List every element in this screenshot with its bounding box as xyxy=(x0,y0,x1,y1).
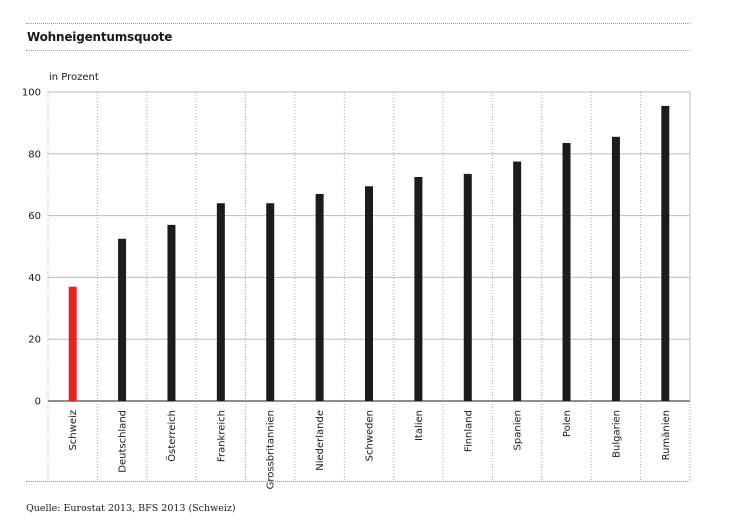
title-rule xyxy=(26,50,690,51)
category-label: Österreich xyxy=(165,410,178,462)
category-label: Deutschland xyxy=(118,410,129,473)
y-tick-label: 0 xyxy=(35,397,41,408)
bar-finnland xyxy=(463,173,472,401)
category-label: Spanien xyxy=(513,410,524,450)
chart-title: Wohneigentumsquote xyxy=(27,30,173,44)
bars-layer xyxy=(68,105,670,402)
bar-polen xyxy=(562,142,571,402)
grid-layer xyxy=(47,91,691,481)
bar-niederlande xyxy=(315,193,324,401)
category-label: Schweiz xyxy=(68,410,79,451)
category-label: Polen xyxy=(562,410,573,437)
bar-spanien xyxy=(513,161,522,401)
y-tick-label: 60 xyxy=(28,211,41,222)
bar-italien xyxy=(414,176,423,401)
y-tick-label: 20 xyxy=(28,335,41,346)
category-label: Italien xyxy=(414,410,425,441)
category-label: Bulgarien xyxy=(611,410,622,458)
bar-grossbritannien xyxy=(266,203,275,401)
bar-österreich xyxy=(167,224,176,401)
bar-deutschland xyxy=(118,238,127,401)
top-rule xyxy=(26,23,690,24)
labels-layer: 0 20 40 60 80 100 Schweiz Deutschland Österreich… xyxy=(22,88,672,490)
category-label: Finnland xyxy=(463,410,474,452)
category-label: Rumänien xyxy=(661,410,672,460)
category-label: Grossbritannien xyxy=(266,410,277,489)
bar-bulgarien xyxy=(611,136,620,401)
category-label: Frankreich xyxy=(216,410,227,462)
bar-rumänien xyxy=(661,105,670,401)
y-axis-label: in Prozent xyxy=(49,72,99,83)
source-note: Quelle: Eurostat 2013, BFS 2013 (Schweiz… xyxy=(26,503,236,514)
bar-frankreich xyxy=(216,203,225,401)
y-tick-label: 100 xyxy=(22,88,41,99)
y-tick-label: 80 xyxy=(28,149,41,160)
bar-schweiz xyxy=(68,286,77,401)
category-label: Schweden xyxy=(365,410,376,461)
y-tick-label: 40 xyxy=(28,273,41,284)
category-label: Niederlande xyxy=(315,410,326,471)
bottom-rule xyxy=(26,481,690,482)
bar-schweden xyxy=(365,186,373,401)
